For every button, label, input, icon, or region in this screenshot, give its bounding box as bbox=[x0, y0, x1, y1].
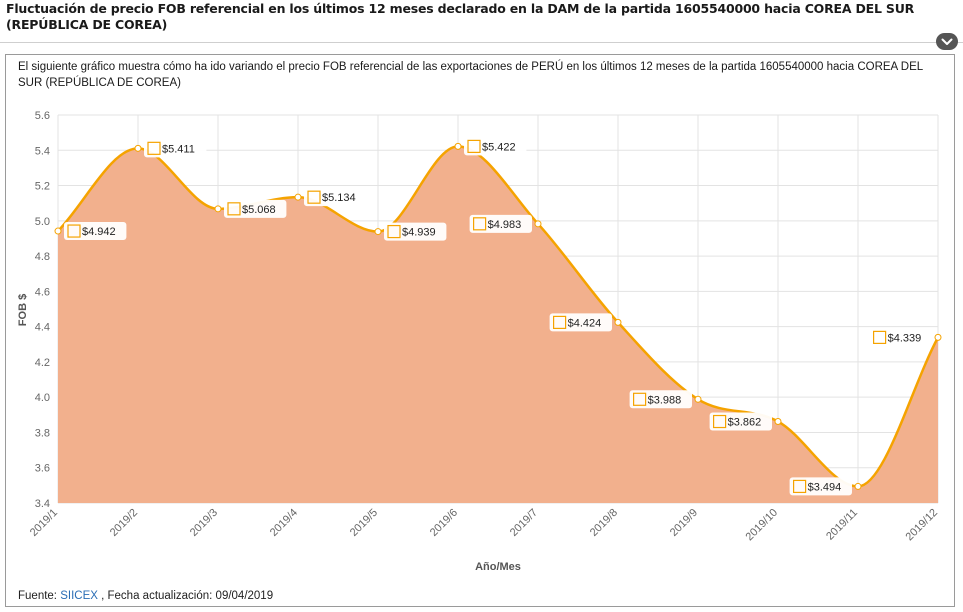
checkbox-icon bbox=[872, 330, 887, 344]
data-point[interactable] bbox=[694, 395, 702, 403]
data-label-text: $4.424 bbox=[568, 317, 602, 329]
checkbox-icon bbox=[632, 392, 647, 406]
data-point[interactable] bbox=[134, 144, 142, 152]
data-point[interactable] bbox=[934, 333, 942, 341]
data-point[interactable] bbox=[374, 228, 382, 236]
data-label: $5.422 bbox=[464, 137, 527, 156]
title-divider bbox=[0, 42, 963, 43]
data-point[interactable] bbox=[54, 227, 62, 235]
data-labels: $4.942 $5.411 $5.068 $5.134 $4.939 $5.422 $4.9… bbox=[64, 137, 932, 496]
checkbox-icon bbox=[792, 479, 807, 494]
y-tick-label: 4.6 bbox=[35, 286, 50, 298]
checkbox-icon bbox=[552, 315, 567, 330]
series-line bbox=[57, 145, 940, 488]
data-label: $3.862 bbox=[709, 412, 772, 431]
checkbox-icon bbox=[473, 217, 487, 231]
y-tick-label: 3.6 bbox=[35, 463, 50, 475]
data-label: $5.134 bbox=[304, 188, 367, 207]
chart-panel: El siguiente gráfico muestra cómo ha ido… bbox=[5, 54, 955, 607]
checkbox-icon bbox=[307, 190, 321, 204]
checkbox-icon bbox=[227, 202, 241, 216]
data-label: $4.339 bbox=[869, 328, 932, 347]
y-axis-title: FOB $ bbox=[17, 294, 29, 326]
x-axis-title: Año/Mes bbox=[475, 561, 521, 573]
x-tick-label: 2019/5 bbox=[348, 507, 380, 539]
y-tick-label: 3.8 bbox=[35, 427, 50, 439]
y-tick-label: 4.4 bbox=[35, 322, 50, 334]
data-label-text: $5.422 bbox=[482, 141, 516, 153]
page-title: Fluctuación de precio FOB referencial en… bbox=[6, 1, 915, 32]
checkbox-icon bbox=[387, 224, 401, 239]
fob-price-chart: 3.4 3.6 3.8 4.0 4.2 4.4 4.6 4.8 5.0 5.2 5.4 5.6 201… bbox=[17, 110, 942, 573]
checkbox-icon bbox=[712, 414, 727, 429]
data-label: $5.068 bbox=[224, 199, 287, 218]
x-tick-label: 2019/6 bbox=[428, 507, 460, 539]
source-link[interactable]: SIICEX bbox=[60, 590, 98, 602]
y-tick-label: 4.0 bbox=[35, 392, 50, 404]
data-label-text: $4.983 bbox=[488, 219, 522, 231]
data-point[interactable] bbox=[614, 318, 622, 326]
y-tick-label: 3.4 bbox=[35, 498, 50, 510]
x-tick-label: 2019/8 bbox=[588, 507, 620, 539]
y-tick-label: 5.0 bbox=[35, 216, 50, 228]
checkbox-icon bbox=[67, 224, 81, 238]
chevron-down-icon bbox=[941, 38, 953, 45]
source-label: Fuente: bbox=[18, 590, 57, 602]
data-label-text: $5.068 bbox=[242, 204, 276, 216]
collapse-button[interactable] bbox=[936, 33, 958, 50]
x-tick-label: 2019/11 bbox=[824, 507, 860, 543]
data-label-text: $4.339 bbox=[888, 332, 922, 344]
data-label-text: $3.988 bbox=[648, 394, 682, 406]
x-tick-label: 2019/10 bbox=[744, 507, 781, 544]
y-tick-label: 5.2 bbox=[35, 181, 50, 193]
y-tick-label: 4.8 bbox=[35, 251, 50, 263]
x-tick-labels: 2019/1 2019/2 2019/3 2019/4 2019/5 2019/6 2019… bbox=[28, 507, 940, 544]
data-label: $4.939 bbox=[384, 222, 447, 241]
data-point[interactable] bbox=[534, 220, 542, 228]
data-label-text: $5.411 bbox=[162, 143, 195, 155]
chart-description: El siguiente gráfico muestra cómo ha ido… bbox=[18, 61, 923, 89]
data-label-text: $5.134 bbox=[322, 192, 356, 204]
x-tick-label: 2019/3 bbox=[188, 507, 220, 539]
checkbox-icon bbox=[147, 141, 161, 155]
data-label-text: $4.942 bbox=[82, 226, 116, 238]
data-point[interactable] bbox=[214, 205, 222, 213]
data-label: $4.424 bbox=[549, 313, 612, 332]
y-tick-label: 5.4 bbox=[35, 145, 50, 157]
x-tick-label: 2019/9 bbox=[668, 507, 700, 539]
data-label-text: $4.939 bbox=[402, 227, 436, 239]
data-label: $3.988 bbox=[629, 390, 692, 409]
checkbox-icon bbox=[467, 139, 481, 153]
x-tick-label: 2019/12 bbox=[904, 507, 941, 544]
data-point[interactable] bbox=[774, 418, 782, 426]
x-tick-label: 2019/7 bbox=[508, 507, 540, 539]
data-label: $4.942 bbox=[64, 222, 127, 241]
update-date: , Fecha actualización: 09/04/2019 bbox=[101, 590, 274, 602]
y-tick-label: 4.2 bbox=[35, 357, 50, 369]
data-point[interactable] bbox=[854, 482, 862, 490]
y-tick-label: 5.6 bbox=[35, 110, 50, 122]
x-tick-label: 2019/4 bbox=[268, 507, 300, 539]
data-label: $4.983 bbox=[469, 214, 532, 233]
data-label-text: $3.494 bbox=[808, 481, 842, 493]
source-line: Fuente: SIICEX , Fecha actualización: 09… bbox=[18, 590, 273, 602]
x-tick-label: 2019/1 bbox=[28, 507, 60, 539]
y-tick-labels: 3.4 3.6 3.8 4.0 4.2 4.4 4.6 4.8 5.0 5.2 5.4 5.6 bbox=[35, 110, 50, 510]
data-point[interactable] bbox=[454, 142, 462, 150]
data-points bbox=[54, 142, 942, 490]
series-area bbox=[58, 146, 938, 503]
data-point[interactable] bbox=[294, 193, 302, 201]
data-label: $5.411 bbox=[144, 139, 207, 158]
data-label: $3.494 bbox=[789, 477, 852, 496]
x-tick-label: 2019/2 bbox=[108, 507, 140, 539]
data-label-text: $3.862 bbox=[728, 417, 762, 429]
